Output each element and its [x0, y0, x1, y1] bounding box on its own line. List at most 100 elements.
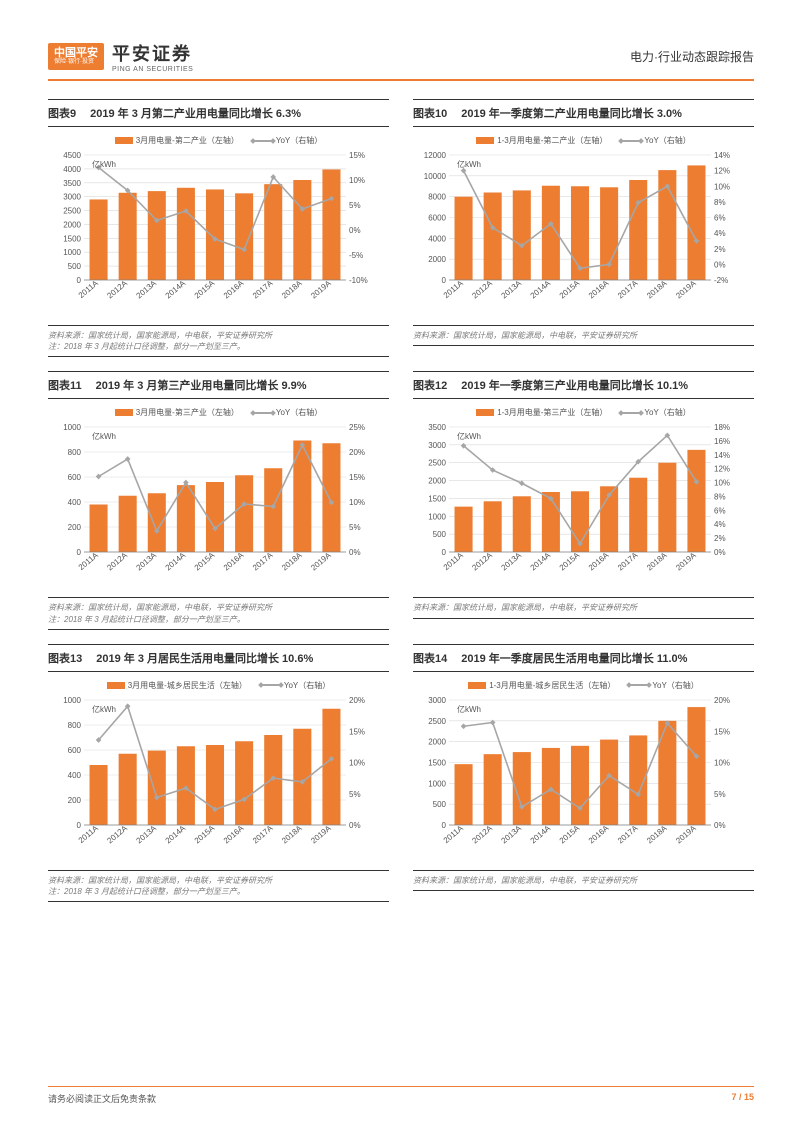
svg-text:2017A: 2017A [251, 551, 275, 573]
bar [90, 199, 108, 280]
svg-text:2016A: 2016A [587, 278, 611, 300]
svg-text:10%: 10% [714, 479, 730, 488]
legend-bar: 1-3月用电量-城乡居民生活（左轴） [468, 680, 615, 691]
svg-text:14%: 14% [714, 151, 730, 160]
bar [177, 486, 195, 553]
svg-text:2012A: 2012A [105, 551, 129, 573]
svg-text:1000: 1000 [63, 696, 81, 705]
svg-text:2016A: 2016A [587, 551, 611, 573]
svg-text:2012A: 2012A [470, 551, 494, 573]
svg-text:2018A: 2018A [645, 823, 669, 845]
svg-text:2012A: 2012A [105, 823, 129, 845]
chart-source: 资料来源：国家统计局，国家能源局，中电联，平安证券研究所 [413, 870, 754, 891]
chart-number: 图表12 [413, 377, 447, 393]
svg-text:2016A: 2016A [222, 823, 246, 845]
svg-text:10%: 10% [714, 182, 730, 191]
bar [484, 193, 502, 281]
bar [206, 745, 224, 825]
svg-text:6%: 6% [714, 507, 726, 516]
bar [571, 746, 589, 825]
svg-text:2014A: 2014A [529, 278, 553, 300]
svg-text:-5%: -5% [349, 251, 363, 260]
svg-text:3500: 3500 [428, 423, 446, 432]
svg-text:3500: 3500 [63, 179, 81, 188]
svg-text:2019A: 2019A [674, 551, 698, 573]
svg-text:2000: 2000 [428, 255, 446, 264]
svg-text:0%: 0% [714, 260, 726, 269]
svg-text:500: 500 [433, 800, 447, 809]
chart-title: 2019 年 3 月第三产业用电量同比增长 9.9% [96, 377, 307, 393]
svg-text:15%: 15% [714, 727, 730, 736]
bar [148, 750, 166, 824]
chart-title: 2019 年一季度居民生活用电量同比增长 11.0% [461, 650, 687, 666]
brand-cn: 平安证券 [112, 40, 193, 66]
bar [90, 505, 108, 553]
svg-text:2013A: 2013A [135, 823, 159, 845]
chart-source: 资料来源：国家统计局，国家能源局，中电联，平安证券研究所注：2018 年 3 月… [48, 870, 389, 902]
footer-disclaimer: 请务必阅读正文后免责条款 [48, 1092, 156, 1105]
svg-text:2019A: 2019A [309, 551, 333, 573]
svg-text:2012A: 2012A [470, 823, 494, 845]
chart-number: 图表13 [48, 650, 82, 666]
svg-text:2015A: 2015A [193, 823, 217, 845]
svg-text:200: 200 [68, 523, 82, 532]
svg-text:2013A: 2013A [135, 278, 159, 300]
svg-text:4500: 4500 [63, 151, 81, 160]
chart-block-2: 图表112019 年 3 月第三产业用电量同比增长 9.9%3月用电量-第三产业… [48, 371, 389, 629]
svg-text:3000: 3000 [63, 193, 81, 202]
doc-title: 电力·行业动态跟踪报告 [630, 48, 754, 65]
svg-text:500: 500 [433, 531, 447, 540]
svg-text:20%: 20% [349, 696, 365, 705]
svg-text:2012A: 2012A [470, 278, 494, 300]
svg-text:2017A: 2017A [251, 823, 275, 845]
svg-text:2013A: 2013A [500, 278, 524, 300]
chart-number: 图表10 [413, 105, 447, 121]
svg-text:2000: 2000 [63, 220, 81, 229]
svg-text:2017A: 2017A [251, 278, 275, 300]
svg-text:12%: 12% [714, 465, 730, 474]
bar [177, 188, 195, 280]
svg-text:15%: 15% [349, 473, 365, 482]
chart-source: 资料来源：国家统计局，国家能源局，中电联，平安证券研究所 [413, 597, 754, 618]
svg-text:2019A: 2019A [309, 823, 333, 845]
svg-text:2018A: 2018A [645, 278, 669, 300]
logo-text: 平安证券 PING AN SECURITIES [112, 40, 193, 73]
bar [629, 180, 647, 280]
legend-bar: 3月用电量-第三产业（左轴） [115, 407, 239, 418]
bar [119, 193, 137, 280]
svg-text:0%: 0% [349, 548, 361, 557]
svg-text:8000: 8000 [428, 193, 446, 202]
bar [264, 184, 282, 280]
bar [206, 189, 224, 280]
svg-text:2014A: 2014A [164, 278, 188, 300]
legend-line: YoY（右轴） [629, 680, 698, 691]
svg-text:2013A: 2013A [135, 551, 159, 573]
svg-text:-10%: -10% [349, 276, 368, 285]
svg-text:2017A: 2017A [616, 551, 640, 573]
svg-text:2017A: 2017A [616, 278, 640, 300]
bar [455, 197, 473, 280]
svg-text:10%: 10% [714, 758, 730, 767]
svg-text:600: 600 [68, 473, 82, 482]
svg-text:0: 0 [442, 821, 447, 830]
bar [90, 765, 108, 825]
chart-title: 2019 年一季度第三产业用电量同比增长 10.1% [461, 377, 688, 393]
svg-text:2012A: 2012A [105, 278, 129, 300]
svg-text:2019A: 2019A [309, 278, 333, 300]
bar [148, 494, 166, 553]
svg-text:亿kWh: 亿kWh [457, 704, 481, 714]
svg-text:8%: 8% [714, 198, 726, 207]
bar [687, 707, 705, 825]
logo-badge: 中国平安 保险·银行·投资 [48, 43, 104, 70]
chart-title: 2019 年一季度第二产业用电量同比增长 3.0% [461, 105, 682, 121]
chart-svg: 0500100015002000250030000%5%10%15%20%亿kW… [413, 694, 743, 859]
brand-en: PING AN SECURITIES [112, 66, 193, 73]
bar [687, 450, 705, 552]
chart-legend: 1-3月用电量-第二产业（左轴）YoY（右轴） [413, 135, 754, 146]
svg-text:1000: 1000 [428, 779, 446, 788]
svg-text:-2%: -2% [714, 276, 728, 285]
svg-text:2018A: 2018A [645, 551, 669, 573]
chart-svg: 020040060080010000%5%10%15%20%25%亿kWh201… [48, 421, 378, 586]
svg-text:5%: 5% [349, 523, 361, 532]
svg-text:1000: 1000 [428, 513, 446, 522]
